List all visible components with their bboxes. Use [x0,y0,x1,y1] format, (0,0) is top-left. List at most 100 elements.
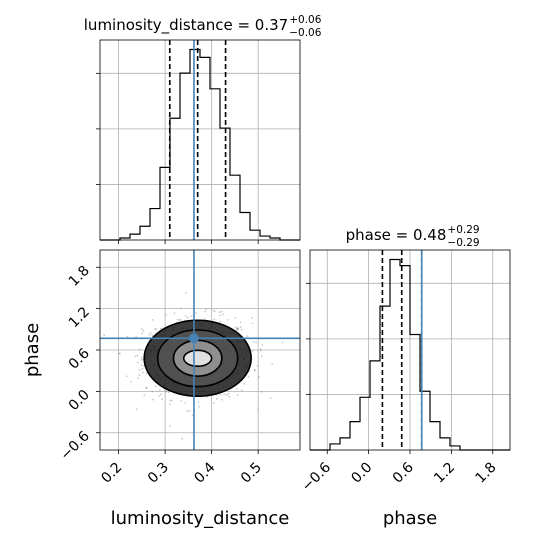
density-contour-level-1 [182,349,213,368]
sample-point [215,397,218,400]
joint-ytick-label-0: −0.6 [57,428,92,463]
sample-point [227,392,230,395]
sample-point [126,335,129,338]
sample-point [170,399,173,402]
sample-point [218,311,221,313]
sample-point [205,308,208,311]
sample-point [236,394,239,397]
sample-point [184,315,187,317]
sample-point [221,398,223,401]
luminosity-distance-histogram-grid [100,40,300,240]
sample-point [259,348,262,351]
sample-point [191,414,194,417]
sample-point [151,334,154,337]
sample-point [138,374,141,377]
sample-point [204,318,206,321]
sample-point [160,327,162,330]
sample-point [186,410,189,412]
sample-point [138,369,141,372]
sample-point [148,333,151,336]
joint-posterior-grid [100,250,300,450]
sample-point [228,395,231,398]
sample-point [155,328,158,330]
sample-point [260,355,263,358]
sample-point [184,401,187,404]
phase-xtick-label-2: 0.6 [390,459,417,486]
sample-point [236,327,238,330]
sample-point [258,376,260,378]
sample-point [253,368,256,371]
sample-point [141,358,144,361]
phase-title-upper-error: +0.29 [447,224,479,236]
sample-point [251,350,254,352]
sample-point [145,387,148,389]
joint-xtick-label-1: 0.3 [145,460,172,487]
sample-point [246,335,249,338]
sample-point [195,312,198,314]
sample-point [251,316,253,319]
sample-point [130,381,133,383]
sample-point [140,359,143,361]
sample-point [212,309,215,312]
sample-point [179,318,182,321]
sample-point [237,327,240,330]
sample-point [243,382,246,385]
sample-point [198,405,201,408]
sample-point [247,375,250,378]
joint-y-ticks: −0.6 0.0 0.6 1.2 1.8 [57,263,100,464]
luminosity-distance-histogram-panel: luminosity_distance = 0.37 +0.06 −0.06 [84,14,322,244]
phase-title-main: phase = 0.48 [346,226,447,244]
joint-ytick-label-2: 0.6 [66,345,93,372]
joint-ytick-label-1: 0.0 [66,387,93,414]
sample-point [164,390,167,392]
sample-point [219,393,222,396]
sample-point [204,310,206,313]
sample-point [188,409,191,412]
joint-xtick-label-2: 0.4 [191,459,218,486]
sample-point [180,400,183,402]
x-axis-label-phase: phase [383,508,437,529]
posterior-density-contours [143,319,252,398]
sample-point [154,385,157,388]
phase-xtick-label-4: 1.8 [473,460,500,487]
sample-point [165,391,168,393]
phase-markers [381,250,423,450]
sample-point [138,348,141,351]
sample-point [167,391,170,394]
luminosity-distance-title-main: luminosity_distance = 0.37 [84,16,288,35]
sample-point [236,388,239,390]
sample-point [134,355,137,358]
sample-point [281,341,284,344]
luminosity-distance-histogram [100,48,300,241]
sample-point [141,367,144,370]
sample-point [165,313,168,316]
sample-point [269,397,272,399]
sample-point [143,394,146,397]
phase-title: phase = 0.48 [346,226,447,244]
sample-point [118,352,121,355]
joint-x-ticks: 0.2 0.3 0.4 0.5 [98,450,265,487]
luminosity-distance-title-lower-error: −0.06 [289,27,321,39]
sample-point [135,336,138,338]
sample-point [239,326,242,328]
sample-point [137,377,140,379]
luminosity-distance-histogram-frame [99,39,301,241]
sample-point [181,437,184,440]
sample-point [213,318,216,321]
sample-point [236,328,239,330]
sample-point [197,401,200,404]
sample-point [140,356,143,359]
sample-point [220,310,223,313]
sample-point [142,329,145,332]
sample-point [142,371,144,374]
sample-point [176,318,179,321]
phase-histogram [310,258,510,451]
sample-point [257,408,259,411]
phase-title-lower-error: −0.29 [447,237,479,249]
phase-xtick-label-0: −0.6 [299,459,334,494]
sample-point [140,328,143,330]
joint-ytick-label-3: 1.2 [66,304,93,331]
luminosity-distance-markers [168,40,227,240]
sample-point [169,403,171,406]
